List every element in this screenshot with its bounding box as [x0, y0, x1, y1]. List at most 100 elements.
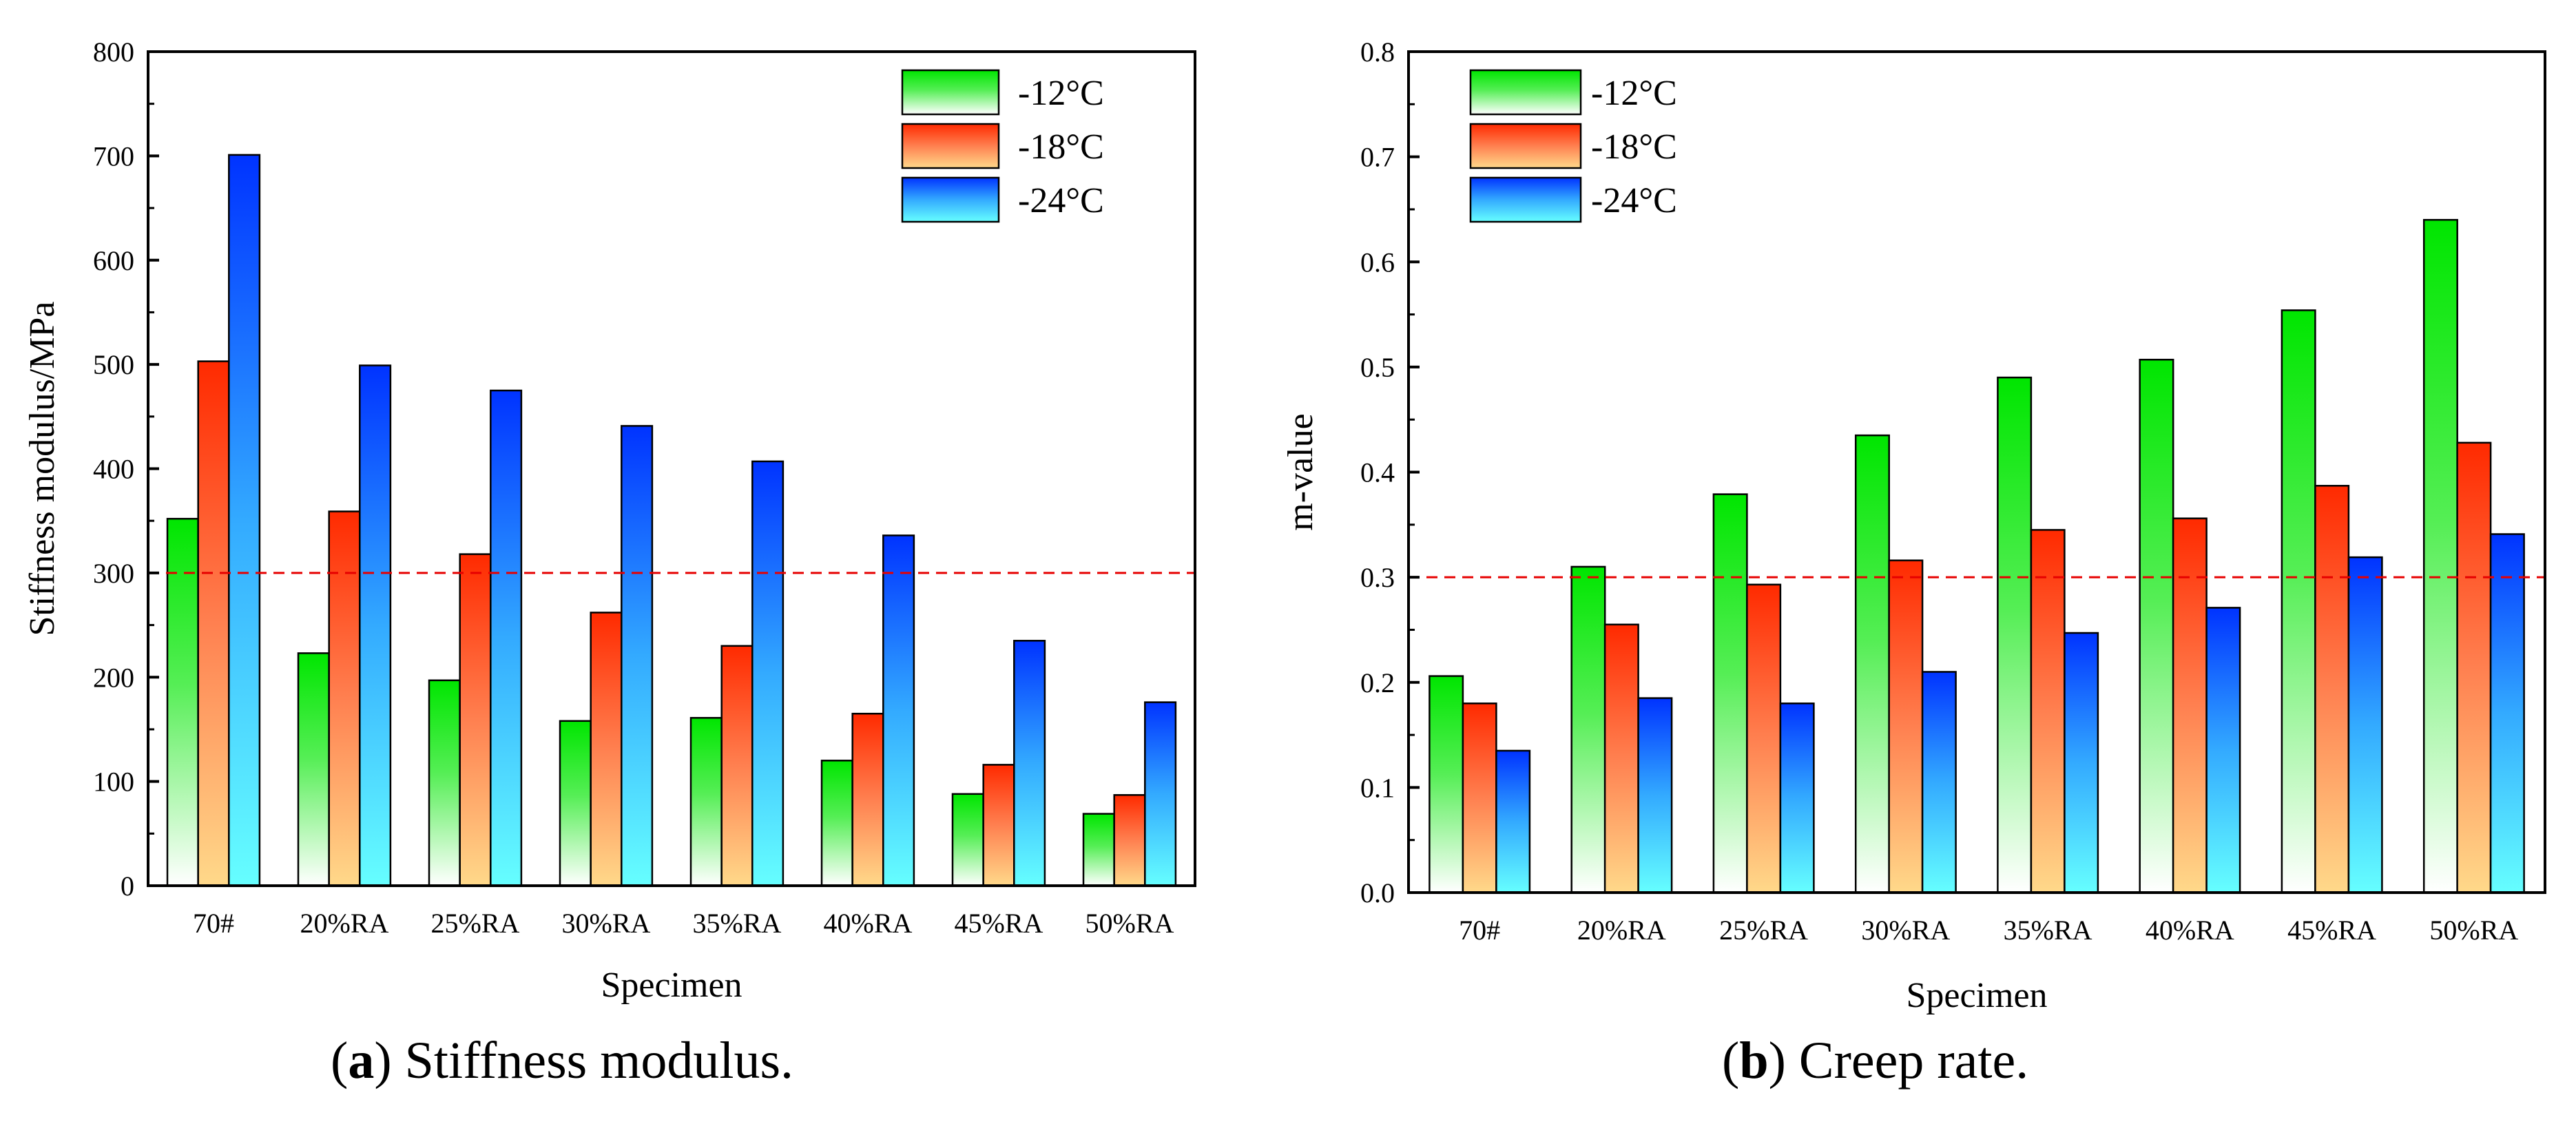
bar--24°C-30%RA [621, 425, 654, 887]
bar--12°C-30%RA [1854, 434, 1890, 894]
legend-label: -24°C [1591, 181, 1677, 220]
legend-label: -18°C [1591, 127, 1677, 167]
x-axis: 70# 20%RA 25%RA 30%RA 35%RA 40%RA 45%RA 50%RA [1459, 915, 2518, 946]
y-tick-label: 600 [93, 245, 134, 276]
legend-swatch [1469, 69, 1582, 116]
x-tick-label: 40%RA [2146, 915, 2234, 946]
y-axis: 0.0 0.1 0.2 0.3 0.4 0.5 0.6 0.7 0.8 [1360, 37, 1420, 908]
y-tick-label: 0.2 [1360, 667, 1395, 698]
figure-caption: (a) Stiffness modulus. [331, 1032, 793, 1090]
x-tick-label: 35%RA [2004, 915, 2092, 946]
y-tick-label: 0.4 [1360, 457, 1395, 488]
x-axis-title: Specimen [601, 966, 742, 1005]
bar--18°C-50%RA [2456, 441, 2492, 894]
bar--24°C-70# [1495, 749, 1531, 894]
y-tick-label: 800 [93, 37, 134, 67]
bar--12°C-30%RA [559, 720, 592, 887]
y-axis-title: Stiffness modulus/MPa [23, 302, 62, 636]
bar--12°C-25%RA [428, 679, 461, 887]
bar--12°C-50%RA [2422, 218, 2458, 894]
bar--12°C-45%RA [951, 793, 984, 887]
y-tick-label: 0.1 [1360, 772, 1395, 803]
bar--24°C-70# [228, 154, 261, 887]
x-axis: 70# 20%RA 25%RA 30%RA 35%RA 40%RA 45%RA 50%RA [193, 908, 1174, 939]
legend-swatch [901, 69, 1000, 116]
bar--24°C-20%RA [359, 364, 392, 887]
bar--12°C-35%RA [689, 717, 723, 887]
x-tick-label: 20%RA [300, 908, 389, 939]
bar--18°C-50%RA [1113, 794, 1146, 887]
legend-label: -12°C [1018, 74, 1104, 113]
bar--24°C-35%RA [751, 460, 785, 887]
x-tick-label: 40%RA [824, 908, 913, 939]
x-axis-title: Specimen [1906, 976, 2047, 1015]
legend: -12°C -18°C -24°C [901, 69, 1104, 223]
caption-text: Creep rate. [1799, 1032, 2028, 1090]
bar--24°C-20%RA [1637, 697, 1673, 894]
bar--12°C-40%RA [820, 760, 853, 887]
y-tick-label: 0.5 [1360, 352, 1395, 383]
y-tick-label: 700 [93, 140, 134, 171]
bar--24°C-50%RA [1144, 701, 1177, 887]
y-tick-label: 200 [93, 662, 134, 693]
bar--18°C-45%RA [982, 764, 1015, 887]
legend: -12°C -18°C -24°C [1469, 69, 1677, 223]
y-tick-label: 0.0 [1360, 877, 1395, 908]
x-tick-label: 70# [1459, 915, 1500, 946]
bar--18°C-35%RA [720, 645, 754, 887]
legend-label: -18°C [1018, 127, 1104, 167]
bar--18°C-45%RA [2314, 485, 2350, 894]
bar--24°C-40%RA [882, 534, 915, 887]
bar--18°C-20%RA [328, 510, 361, 887]
bar--18°C-20%RA [1603, 623, 1639, 894]
y-tick-label: 100 [93, 767, 134, 798]
legend-label: -12°C [1591, 74, 1677, 113]
caption-letter: b [1739, 1032, 1768, 1090]
bar--24°C-45%RA [1013, 640, 1046, 887]
x-tick-label: 45%RA [2287, 915, 2376, 946]
y-tick-label: 400 [93, 454, 134, 485]
bar--24°C-50%RA [2489, 533, 2525, 894]
bar--12°C-20%RA [297, 652, 330, 887]
x-tick-label: 20%RA [1577, 915, 1666, 946]
y-tick-label: 0.7 [1360, 142, 1395, 173]
caption-text: Stiffness modulus. [405, 1032, 793, 1090]
bar--12°C-20%RA [1570, 565, 1606, 894]
x-tick-label: 35%RA [693, 908, 782, 939]
x-tick-label: 25%RA [431, 908, 520, 939]
bar--18°C-30%RA [1888, 559, 1924, 894]
bar--24°C-45%RA [2347, 556, 2383, 894]
y-axis: 0 100 200 300 400 500 600 700 800 [93, 37, 159, 902]
bar--18°C-70# [1462, 702, 1497, 894]
bar--18°C-35%RA [2030, 529, 2066, 894]
y-tick-label: 300 [93, 558, 134, 589]
x-tick-label: 25%RA [1719, 915, 1808, 946]
bar--18°C-25%RA [1746, 583, 1782, 894]
bar--12°C-50%RA [1082, 813, 1115, 887]
stiffness-modulus-chart: 0 100 200 300 400 500 600 700 800 70# 20%RA 25%RA 3… [23, 37, 1196, 1090]
y-axis-title: m-value [1281, 413, 1320, 530]
bar--24°C-25%RA [1779, 702, 1815, 894]
legend-swatch [1469, 123, 1582, 169]
x-tick-label: 50%RA [1086, 908, 1174, 939]
legend-swatch [901, 176, 1000, 223]
bar--24°C-25%RA [490, 389, 523, 887]
y-tick-label: 0.6 [1360, 247, 1395, 278]
bar--24°C-35%RA [2064, 632, 2099, 894]
bar--24°C-30%RA [1921, 671, 1957, 894]
x-tick-label: 70# [193, 908, 234, 939]
y-tick-label: 0 [121, 871, 134, 902]
x-tick-label: 30%RA [1861, 915, 1950, 946]
y-tick-label: 0.8 [1360, 37, 1395, 67]
bar--18°C-25%RA [459, 553, 492, 887]
x-tick-label: 50%RA [2429, 915, 2518, 946]
legend-swatch [1469, 176, 1582, 223]
bar-group [166, 154, 1177, 887]
bar--12°C-70# [166, 517, 199, 887]
bar--18°C-40%RA [851, 712, 884, 887]
bar--24°C-40%RA [2205, 607, 2241, 894]
caption-letter: a [348, 1032, 374, 1090]
bar--12°C-25%RA [1712, 493, 1748, 894]
bar--12°C-45%RA [2281, 309, 2316, 894]
